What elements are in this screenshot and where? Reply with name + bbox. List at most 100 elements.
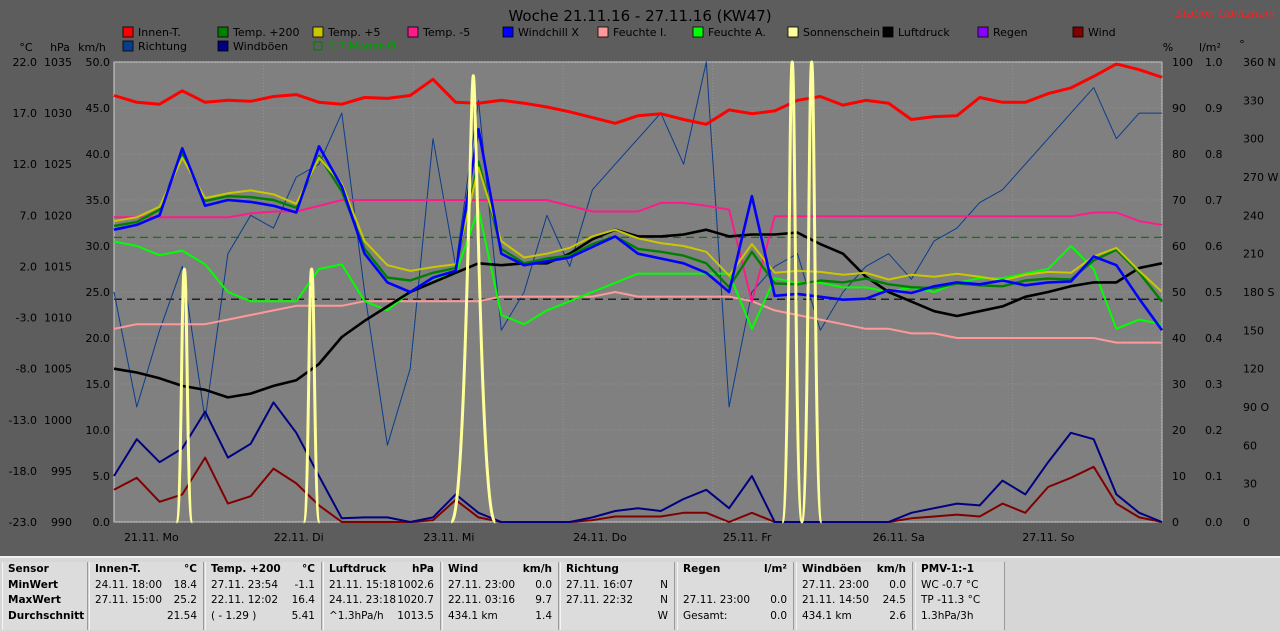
y-tick-temp: 17.0 — [13, 107, 38, 120]
stats-innen-min-val: 18.4 — [173, 578, 197, 591]
unit-lm2: l/m² — [1199, 41, 1221, 54]
legend-label: Luftdruck — [898, 26, 950, 39]
y-tick-temp: -3.0 — [16, 312, 37, 325]
stats-wind-unit: km/h — [522, 563, 552, 575]
legend-swatch — [313, 41, 323, 51]
y-tick-humidity: 40 — [1172, 332, 1186, 345]
legend-item: Windchill X — [502, 26, 579, 39]
legend-swatch — [977, 26, 989, 38]
unit-kmh: km/h — [78, 41, 106, 54]
stats-boeen-min-time: 27.11. 23:00 — [802, 578, 869, 591]
stats-temp200-max-time: 22.11. 12:02 — [211, 594, 278, 606]
weather-chart: Woche 21.11.16 - 27.11.16 (KW47) Station… — [8, 7, 1279, 544]
legend-item: Temp. -5 — [407, 26, 470, 39]
y-tick-wind: 40.0 — [86, 148, 111, 161]
stats-boeen-max-time: 21.11. 14:50 — [802, 594, 869, 606]
y-tick-direction: 210 — [1243, 248, 1264, 261]
stats-luftdruck-trend: ^1.3hPa/h — [329, 609, 384, 622]
y-tick-direction: 0 — [1243, 516, 1250, 529]
stats-regen-total-val: 0.0 — [770, 609, 787, 622]
stats-pmv-trend: 1.3hPa/3h — [921, 609, 974, 622]
stats-wind-max-time: 22.11. 03:16 — [448, 594, 515, 606]
legend-swatch — [407, 26, 419, 38]
stats-richtung-max-time: 27.11. 22:32 — [566, 594, 633, 606]
series-temp-200 — [113, 151, 1163, 303]
y-tick-pressure: 1035 — [44, 56, 72, 69]
y-tick-wind: 5.0 — [93, 470, 111, 483]
series-richtung — [113, 61, 1162, 446]
legend-label: Richtung — [138, 40, 187, 53]
legend-swatch — [882, 26, 894, 38]
y-tick-wind: 45.0 — [86, 102, 111, 115]
stats-wind-min-time: 27.11. 23:00 — [448, 578, 515, 591]
legend-item: Feuchte I. — [597, 26, 667, 39]
legend-swatch — [1072, 26, 1084, 38]
series-windb-en — [113, 401, 1163, 523]
y-tick-pressure: 1005 — [44, 363, 72, 376]
unit-celsius: °C — [19, 41, 33, 54]
legend-swatch — [692, 26, 704, 38]
legend-swatch — [312, 26, 324, 38]
stats-wind-max-val: 9.7 — [535, 594, 552, 606]
stats-pmv-head: PMV-1:-1 — [921, 563, 975, 575]
stats-richtung-min-val: N — [660, 578, 668, 591]
series-innen-t- — [113, 62, 1163, 126]
x-tick-label: 22.11. Di — [274, 531, 324, 544]
x-tick-label: 27.11. So — [1022, 531, 1074, 544]
stats-temp200-unit: °C — [302, 563, 315, 575]
stats-wind-distance: 434.1 km — [448, 609, 498, 622]
unit-percent: % — [1163, 41, 1173, 54]
y-tick-direction: 270 W — [1243, 171, 1278, 184]
y-tick-direction: 330 — [1243, 94, 1264, 107]
y-tick-temp: 7.0 — [20, 209, 38, 222]
stats-boeen-avg-val: 2.6 — [889, 609, 906, 622]
legend-label: Innen-T. — [138, 26, 181, 39]
legend-swatch — [217, 40, 229, 52]
stats-luftdruck-avg-val: 1013.5 — [397, 609, 434, 622]
y-tick-pressure: 1020 — [44, 209, 72, 222]
stats-luftdruck-max-val: 1020.7 — [397, 594, 434, 606]
stats-wind-col: Wind km/h 27.11. 23:00 0.0 22.11. 03:16 9.7… — [442, 562, 559, 630]
x-tick-label: 26.11. Sa — [873, 531, 925, 544]
stats-innen-max-time: 27.11. 15:00 — [95, 594, 162, 606]
series-sonnenschein-spike — [780, 60, 804, 524]
stats-regen-total-label: Gesamt: — [683, 609, 728, 622]
stats-regen-unit: l/m² — [764, 563, 787, 575]
y-tick-humidity: 30 — [1172, 378, 1186, 391]
y-tick-rain: 0.4 — [1205, 332, 1223, 345]
y-tick-wind: 35.0 — [86, 194, 111, 207]
stats-luftdruck-unit: hPa — [412, 563, 434, 575]
stats-luftdruck-min-time: 21.11. 15:18 — [329, 578, 396, 591]
y-tick-pressure: 1025 — [44, 158, 72, 171]
legend-item: Temp. +200 — [217, 26, 300, 39]
stats-luftdruck-max-time: 24.11. 23:18 — [329, 594, 396, 606]
stats-pmv-tp: TP -11.3 °C — [921, 594, 981, 606]
y-tick-humidity: 90 — [1172, 102, 1186, 115]
y-tick-pressure: 1000 — [44, 414, 72, 427]
y-tick-humidity: 80 — [1172, 148, 1186, 161]
y-tick-rain: 0.2 — [1205, 424, 1223, 437]
y-tick-pressure: 990 — [51, 516, 72, 529]
legend-label: Wind — [1088, 26, 1116, 39]
legend-item: 6.7 Monat-Ø — [313, 40, 396, 53]
y-tick-humidity: 70 — [1172, 194, 1186, 207]
legend-label: Temp. -5 — [422, 26, 470, 39]
y-tick-rain: 0.1 — [1205, 470, 1223, 483]
series-sonnenschein-spike — [800, 60, 824, 524]
stats-temp200-avg-note: ( - 1.29 ) — [211, 609, 257, 622]
y-tick-humidity: 20 — [1172, 424, 1186, 437]
y-tick-direction: 180 S — [1243, 286, 1274, 299]
stats-regen-max-time: 27.11. 23:00 — [683, 594, 750, 606]
legend-item: Innen-T. — [122, 26, 181, 39]
legend-item: Richtung — [122, 40, 187, 53]
y-tick-pressure: 1030 — [44, 107, 72, 120]
legend-label: Feuchte I. — [613, 26, 667, 39]
stats-wind-avg-val: 1.4 — [535, 609, 552, 622]
stats-innen-max-val: 25.2 — [173, 594, 197, 606]
stats-max-label: MaxWert — [8, 594, 61, 606]
stats-boeen-distance: 434.1 km — [802, 609, 852, 622]
legend-item: Windböen — [217, 40, 288, 53]
stats-boeen-min-val: 0.0 — [889, 578, 906, 591]
legend-label: Windböen — [233, 40, 288, 53]
series-wind — [113, 456, 1163, 523]
